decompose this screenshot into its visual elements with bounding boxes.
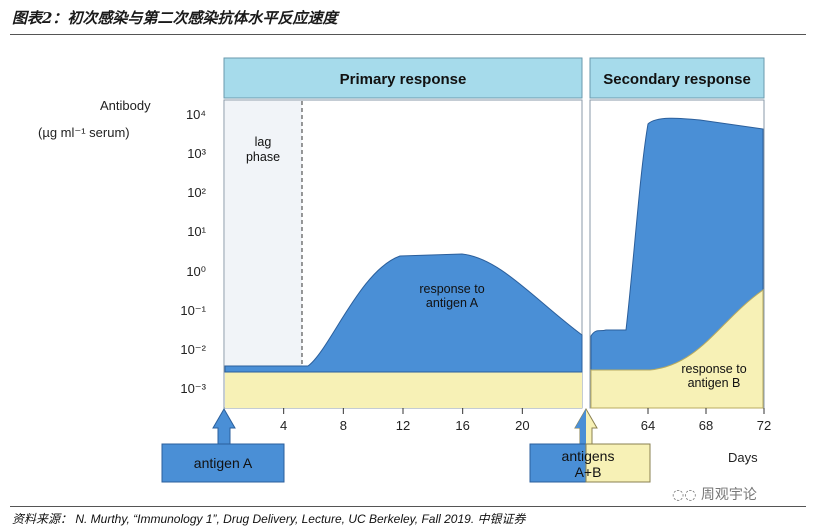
primary-baseline-band — [225, 370, 582, 408]
source-body: N. Murthy, “Immunology 1”, Drug Delivery… — [72, 512, 478, 526]
y-tick-labels: 10⁴ 10³ 10² 10¹ 10⁰ 10⁻¹ 10⁻² 10⁻³ — [180, 107, 206, 396]
response-antigen-a-label-line1: response to — [419, 282, 484, 296]
source-prefix: 资料来源： — [12, 512, 73, 526]
x-tick-64: 64 — [641, 418, 655, 433]
y-tick-1e2: 10² — [187, 185, 206, 200]
x-axis-label: Days — [728, 450, 758, 465]
antigens-ab-label-line2: A+B — [575, 464, 602, 480]
x-tick-16: 16 — [455, 418, 469, 433]
y-tick-1e0: 10⁰ — [186, 264, 206, 279]
watermark: ◌◌ 周观宇论 — [672, 484, 757, 504]
x-tick-20: 20 — [515, 418, 529, 433]
response-antigen-b-area — [590, 289, 764, 409]
x-tick-72: 72 — [757, 418, 771, 433]
y-tick-1e-1: 10⁻¹ — [180, 303, 206, 318]
y-tick-1e-3: 10⁻³ — [180, 381, 206, 396]
antigens-ab-label-line1: antigens — [562, 448, 615, 464]
y-tick-1e1: 10¹ — [187, 224, 206, 239]
secondary-response-header: Secondary response — [603, 71, 751, 88]
y-tick-1e4: 10⁴ — [186, 107, 206, 122]
x-tick-12: 12 — [396, 418, 410, 433]
response-antigen-b-label-line2: antigen B — [688, 376, 741, 390]
lag-phase-region — [225, 101, 302, 367]
x-tick-68: 68 — [699, 418, 713, 433]
figure-title: 图表2：初次感染与第二次感染抗体水平反应速度 — [12, 9, 338, 27]
response-antigen-b-label-line1: response to — [681, 362, 746, 376]
y-tick-1e3: 10³ — [187, 146, 206, 161]
x-tick-4: 4 — [280, 418, 287, 433]
bottom-rule — [10, 506, 806, 507]
antigens-ab-box-yellow — [585, 443, 651, 483]
primary-response-header: Primary response — [340, 71, 467, 88]
lag-phase-label-line2: phase — [246, 150, 280, 164]
x-tick-8: 8 — [340, 418, 347, 433]
watermark-text: 周观宇论 — [700, 487, 757, 503]
antigens-ab-arrow-blue-half — [575, 409, 586, 444]
response-antigen-a-area — [224, 253, 583, 373]
top-rule — [10, 34, 806, 35]
lag-phase-label-line1: lag — [255, 135, 272, 149]
y-axis-label-line2: (µg ml⁻¹ serum) — [38, 125, 130, 140]
source-suffix: 中银证券 — [477, 512, 526, 526]
x-tick-labels: 4 8 12 16 20 64 68 72 — [280, 408, 771, 433]
antigen-a-box — [161, 443, 285, 483]
source-note: 资料来源： N. Murthy, “Immunology 1”, Drug De… — [12, 510, 526, 527]
y-tick-1e-2: 10⁻² — [180, 342, 206, 357]
wechat-icon: ◌◌ — [672, 487, 701, 503]
primary-response-banner — [223, 57, 583, 99]
antigen-a-label: antigen A — [194, 455, 253, 471]
secondary-response-banner — [589, 57, 765, 99]
response-antigen-a-label-line2: antigen A — [426, 296, 479, 310]
y-axis-label-line1: Antibody — [100, 98, 151, 113]
antigen-a-arrow — [212, 408, 236, 445]
